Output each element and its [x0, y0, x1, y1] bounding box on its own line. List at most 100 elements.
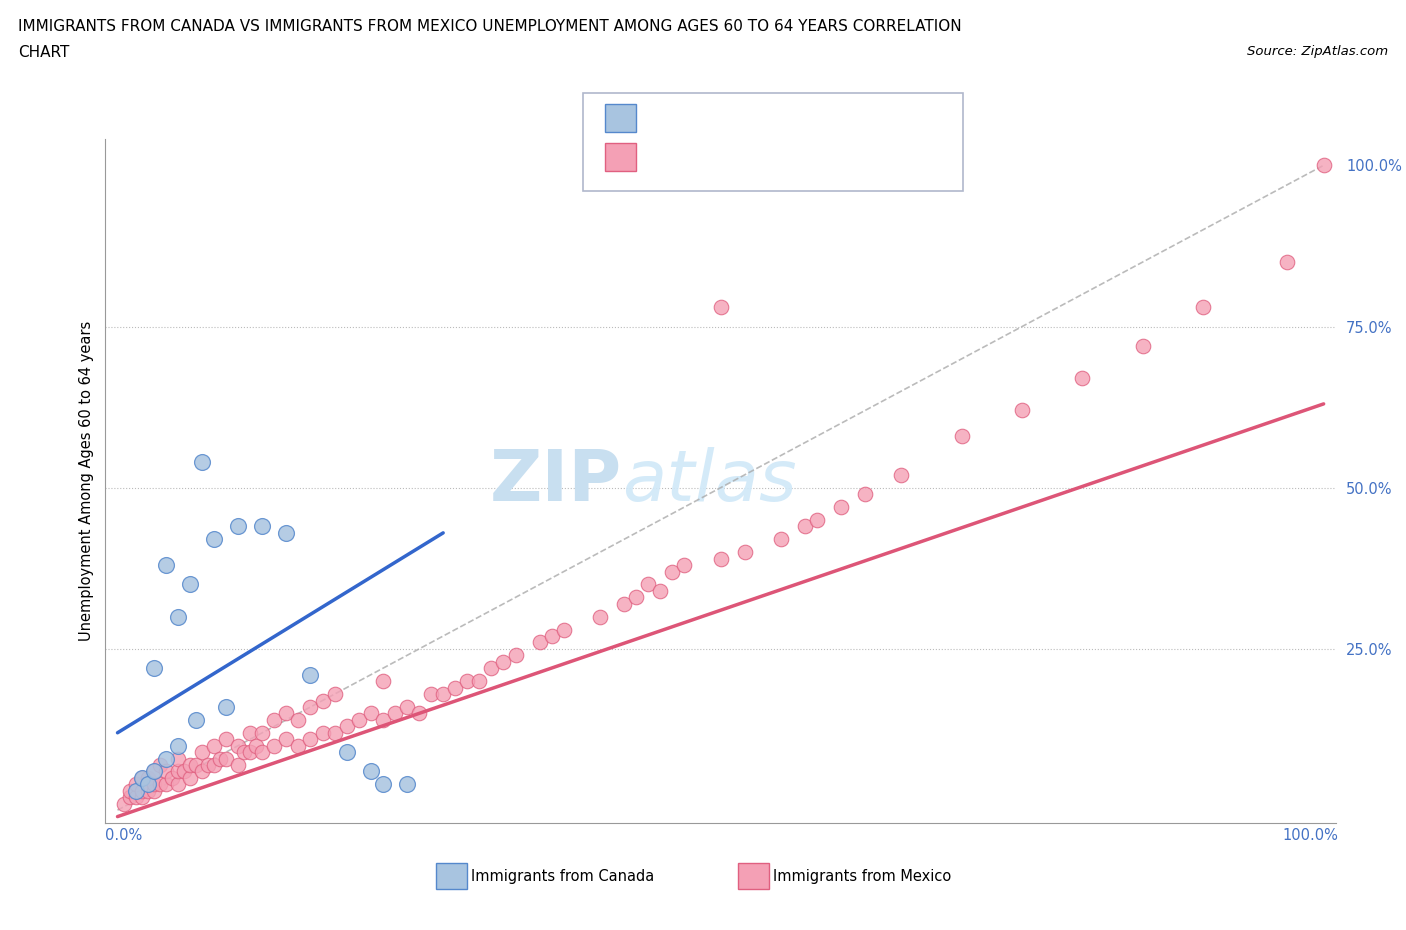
Point [184, 758, 207, 773]
Y-axis label: Unemployment Among Ages 60 to 64 years: Unemployment Among Ages 60 to 64 years [79, 321, 94, 642]
Point [347, 712, 370, 727]
Text: 95: 95 [778, 148, 800, 166]
Text: 22: 22 [778, 109, 801, 127]
Point [179, 577, 201, 591]
Point [408, 706, 430, 721]
Point [166, 751, 188, 766]
Point [124, 790, 146, 804]
Point [131, 783, 153, 798]
Point [118, 790, 141, 804]
Point [202, 738, 225, 753]
Point [830, 499, 852, 514]
Text: R =: R = [644, 150, 678, 165]
Point [1071, 371, 1094, 386]
Point [299, 668, 322, 683]
Point [173, 764, 195, 779]
Point [311, 693, 333, 708]
Text: Immigrants from Mexico: Immigrants from Mexico [773, 869, 952, 883]
Point [299, 732, 322, 747]
Point [371, 777, 394, 791]
Point [215, 699, 238, 714]
Point [287, 738, 309, 753]
Point [263, 712, 285, 727]
Point [529, 635, 551, 650]
Point [613, 596, 636, 611]
Point [1192, 299, 1215, 314]
Point [481, 661, 503, 676]
Point [806, 512, 828, 527]
Point [1312, 158, 1334, 173]
Point [323, 725, 346, 740]
Point [709, 299, 731, 314]
Point [444, 680, 467, 695]
Point [589, 609, 612, 624]
Point [149, 758, 172, 773]
Text: ZIP: ZIP [489, 446, 621, 516]
Point [505, 648, 527, 663]
Text: 0.705: 0.705 [675, 148, 727, 166]
Point [179, 758, 201, 773]
Point [769, 532, 792, 547]
Point [252, 725, 274, 740]
Point [136, 770, 159, 785]
Point [142, 764, 165, 779]
Point [208, 751, 231, 766]
Point [131, 770, 153, 785]
Text: atlas: atlas [621, 446, 797, 516]
Point [371, 673, 394, 688]
Point [1011, 403, 1033, 418]
Point [950, 429, 973, 444]
Point [155, 558, 177, 573]
Point [890, 468, 912, 483]
Point [136, 777, 159, 791]
Point [384, 706, 406, 721]
Point [287, 712, 309, 727]
Point [360, 706, 382, 721]
Point [124, 777, 146, 791]
Point [299, 699, 322, 714]
Point [311, 725, 333, 740]
Point [252, 745, 274, 760]
Point [245, 738, 267, 753]
Point [131, 770, 153, 785]
Point [673, 558, 696, 573]
Point [420, 686, 443, 701]
Point [468, 673, 491, 688]
Text: IMMIGRANTS FROM CANADA VS IMMIGRANTS FROM MEXICO UNEMPLOYMENT AMONG AGES 60 TO 6: IMMIGRANTS FROM CANADA VS IMMIGRANTS FRO… [18, 19, 962, 33]
Point [202, 758, 225, 773]
Point [360, 764, 382, 779]
Point [371, 712, 394, 727]
Point [197, 758, 219, 773]
Point [136, 783, 159, 798]
Point [226, 758, 249, 773]
Point [624, 590, 647, 604]
Point [323, 686, 346, 701]
Point [336, 745, 359, 760]
Point [149, 777, 172, 791]
Point [142, 661, 165, 676]
Point [336, 719, 359, 734]
Point [276, 525, 298, 540]
Point [166, 764, 188, 779]
Text: 0.323: 0.323 [675, 109, 728, 127]
Point [112, 796, 135, 811]
Point [142, 783, 165, 798]
Text: R =: R = [644, 111, 678, 126]
Point [276, 732, 298, 747]
Point [853, 486, 876, 501]
Point [166, 609, 188, 624]
Point [239, 745, 262, 760]
Point [650, 583, 672, 598]
Point [395, 777, 418, 791]
Point [131, 790, 153, 804]
Point [276, 706, 298, 721]
Text: Source: ZipAtlas.com: Source: ZipAtlas.com [1247, 45, 1388, 58]
Point [456, 673, 478, 688]
Point [179, 770, 201, 785]
Point [226, 519, 249, 534]
Point [252, 519, 274, 534]
Point [191, 745, 214, 760]
Point [1132, 339, 1154, 353]
Point [239, 725, 262, 740]
Point [124, 783, 146, 798]
